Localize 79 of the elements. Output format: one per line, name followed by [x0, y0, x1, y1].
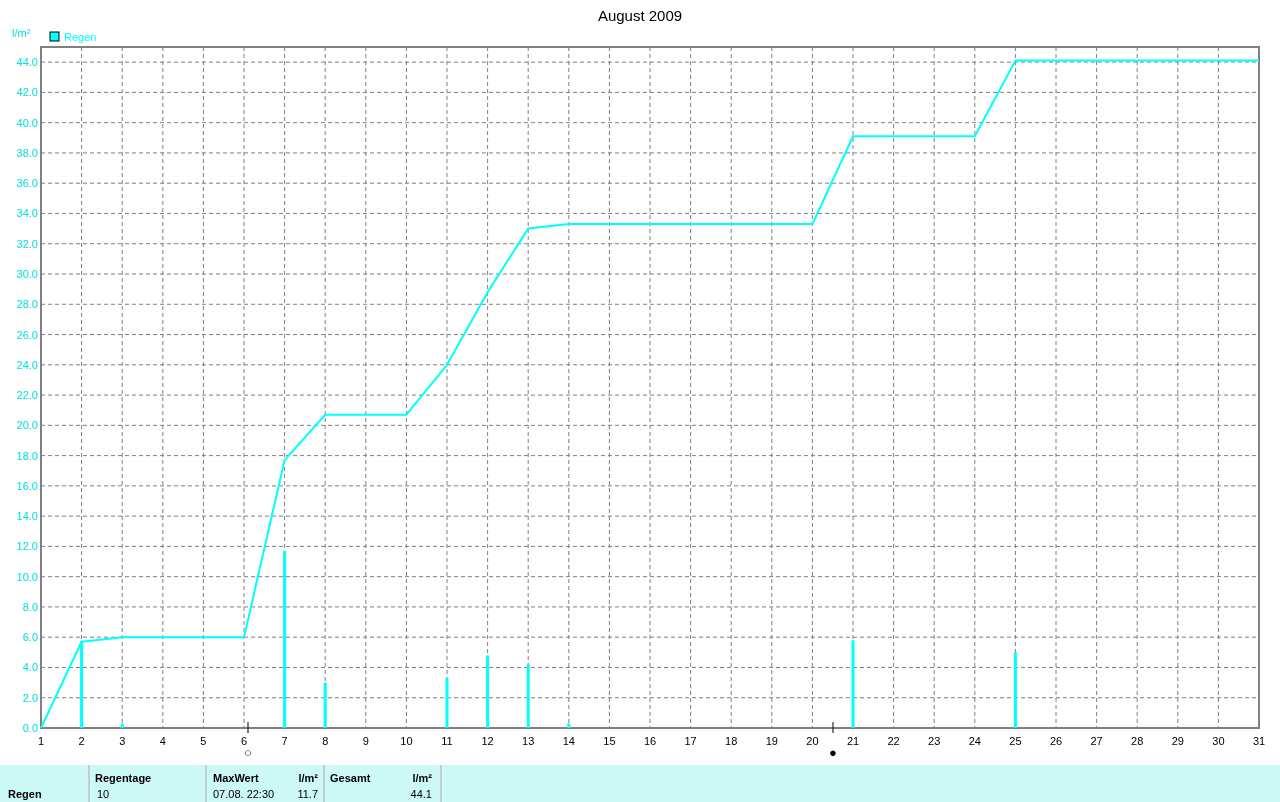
- y-tick-label: 10.0: [16, 570, 38, 583]
- y-tick-label: 2.0: [22, 691, 38, 704]
- text: Gesamt: [330, 772, 371, 784]
- bar: [486, 655, 490, 728]
- y-tick-label: 20.0: [16, 419, 38, 432]
- text: 10: [97, 788, 110, 800]
- text: 11.7: [297, 788, 318, 800]
- y-tick-label: 14.0: [16, 510, 38, 523]
- x-tick-label: 23: [928, 735, 941, 747]
- y-tick-label: 42.0: [16, 86, 38, 99]
- y-tick-label: 44.0: [16, 56, 38, 69]
- x-tick-label: 8: [322, 735, 329, 747]
- x-tick-label: 4: [159, 735, 166, 747]
- x-tick-label: 13: [522, 735, 535, 747]
- y-axis-title: l/m²: [12, 27, 31, 39]
- text: ○: [244, 745, 252, 760]
- text: 44.1: [410, 788, 432, 800]
- y-tick-label: 6.0: [22, 631, 38, 644]
- x-tick-label: 25: [1009, 735, 1022, 747]
- x-tick-label: 21: [846, 735, 860, 747]
- line-series: [40, 59, 1260, 729]
- x-tick-label: 19: [765, 735, 778, 747]
- x-tick-label: 6: [240, 735, 248, 747]
- bar: [851, 640, 855, 728]
- y-tick-label: 12.0: [16, 540, 38, 553]
- y-tick-label: 40.0: [16, 116, 38, 129]
- bar: [283, 550, 287, 728]
- y-tick-label: 22.0: [16, 389, 38, 402]
- x-tick-label: 20: [806, 735, 819, 747]
- x-tick-label: 26: [1049, 735, 1063, 747]
- y-tick-label: 38.0: [16, 146, 38, 159]
- text: ●: [829, 745, 837, 760]
- y-tick-label: 8.0: [22, 600, 38, 613]
- y-tick-label: 30.0: [16, 268, 38, 280]
- x-tick-label: 29: [1171, 735, 1184, 747]
- x-tick-label: 2: [78, 735, 85, 747]
- legend-label: Regen: [64, 31, 97, 43]
- y-tick-label: 28.0: [16, 298, 38, 311]
- x-tick-label: 24: [968, 735, 981, 747]
- x-tick-label: 1: [37, 735, 45, 747]
- x-tick-label: 14: [562, 735, 575, 747]
- x-tick-label: 12: [481, 735, 494, 747]
- bar: [445, 678, 449, 728]
- text: 07.08. 22:30: [213, 788, 275, 800]
- x-tick-label: 15: [603, 735, 616, 747]
- x-tick-label: 22: [887, 735, 900, 747]
- x-tick-label: 3: [119, 735, 126, 747]
- y-tick-label: 16.0: [16, 479, 38, 492]
- bar: [120, 723, 124, 728]
- y-tick-label: 4.0: [22, 661, 38, 674]
- y-tick-label: 26.0: [16, 328, 38, 341]
- x-tick-label: 16: [643, 735, 657, 747]
- bar: [526, 664, 530, 728]
- x-tick-label: 28: [1131, 735, 1144, 747]
- text: l/m²: [298, 772, 319, 784]
- x-tick-label: 9: [362, 735, 369, 747]
- x-tick-label: 31: [1252, 735, 1266, 747]
- x-tick-label: 11: [441, 735, 453, 747]
- bar: [323, 682, 327, 728]
- y-tick-label: 0.0: [22, 722, 38, 734]
- y-tick-label: 18.0: [16, 449, 38, 462]
- x-tick-label: 10: [400, 735, 413, 747]
- text: MaxWert: [213, 772, 259, 784]
- text: Regentage: [95, 772, 152, 784]
- text: l/m²: [412, 772, 433, 784]
- chart-title: August 2009: [597, 7, 683, 24]
- bar: [567, 723, 571, 728]
- y-tick-label: 34.0: [16, 207, 38, 220]
- y-tick-label: 36.0: [16, 177, 38, 190]
- x-tick-label: 7: [281, 735, 288, 747]
- bar: [1013, 652, 1017, 728]
- x-tick-label: 5: [200, 735, 207, 747]
- x-tick-label: 18: [725, 735, 738, 747]
- x-tick-label: 30: [1212, 735, 1225, 747]
- y-tick-label: 24.0: [16, 358, 38, 371]
- x-tick-label: 17: [684, 735, 697, 747]
- text: Regen: [8, 788, 42, 800]
- y-tick-label: 32.0: [16, 237, 38, 250]
- x-tick-label: 27: [1090, 735, 1103, 747]
